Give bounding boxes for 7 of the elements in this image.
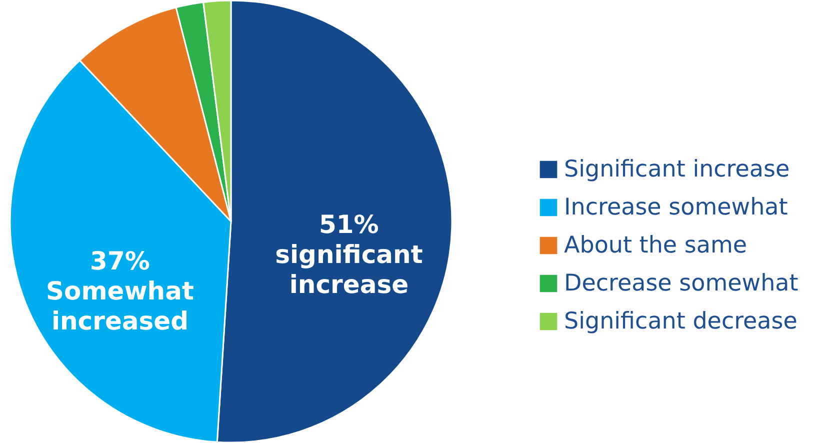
legend-label: Decrease somewhat	[564, 270, 798, 296]
legend-label: Increase somewhat	[564, 194, 788, 220]
legend-label: Significant decrease	[564, 308, 798, 334]
legend-label: Significant increase	[564, 156, 790, 182]
data-label: 37% Somewhat increased	[46, 246, 194, 336]
data-label: 51% significant increase	[275, 210, 423, 300]
legend-label: About the same	[564, 232, 748, 258]
